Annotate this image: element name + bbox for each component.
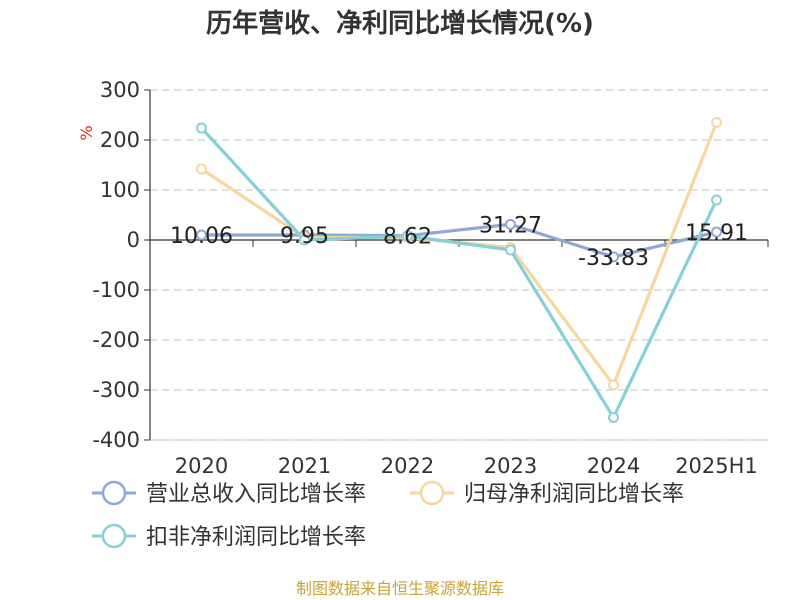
- legend-marker: [419, 480, 445, 506]
- data-point[interactable]: [608, 251, 619, 263]
- legend-label: 营业总收入同比增长率: [146, 482, 366, 507]
- data-label: 9.95: [280, 224, 329, 249]
- data-label: 8.62: [383, 225, 432, 250]
- legend-label: 归母净利润同比增长率: [464, 482, 684, 507]
- axes: 300 200 100 0 -100 -200 -300 -400 2020 2021 2022 20…: [92, 78, 769, 478]
- data-point[interactable]: [299, 234, 310, 246]
- y-tick-label: -100: [92, 278, 140, 302]
- data-point[interactable]: [608, 379, 619, 391]
- y-tick-label: -400: [92, 428, 140, 452]
- legend-label: 扣非净利润同比增长率: [146, 525, 366, 550]
- chart-title: 历年营收、净利同比增长情况(%): [206, 8, 594, 39]
- x-tick-label: 2022: [381, 454, 434, 478]
- x-tick-label: 2020: [175, 454, 228, 478]
- legend-marker: [101, 523, 127, 549]
- data-point[interactable]: [196, 163, 207, 175]
- data-point[interactable]: [402, 230, 413, 242]
- x-tick-label: 2023: [484, 454, 537, 478]
- y-tick-label: 0: [127, 228, 140, 252]
- x-tick-label: 2025H1: [675, 454, 758, 478]
- grid: [150, 89, 768, 441]
- data-label: 10.06: [170, 224, 233, 249]
- data-point[interactable]: [711, 117, 722, 128]
- data-point[interactable]: [196, 229, 207, 241]
- x-tick-label: 2024: [587, 454, 640, 478]
- data-point[interactable]: [711, 194, 722, 206]
- x-tick-label: 2021: [278, 454, 331, 478]
- data-point[interactable]: [505, 218, 516, 230]
- data-label: 15.91: [685, 221, 748, 246]
- series-line: [200, 126, 718, 420]
- source-note: 制图数据来自恒生聚源数据库: [296, 579, 504, 598]
- y-tick-label: -200: [92, 328, 140, 352]
- y-tick-label: 300: [100, 78, 140, 102]
- data-point[interactable]: [711, 226, 722, 238]
- legend-item[interactable]: 扣非净利润同比增长率: [92, 523, 366, 550]
- y-tick-label: 200: [100, 128, 140, 152]
- data-label: 31.27: [479, 213, 542, 238]
- legend-item[interactable]: 营业总收入同比增长率: [92, 480, 366, 507]
- y-axis-unit: %: [77, 125, 96, 140]
- series-line: [201, 222, 717, 259]
- data-label: -33.83: [578, 246, 649, 271]
- y-tick-label: 100: [100, 178, 140, 202]
- data-point[interactable]: [196, 122, 207, 134]
- y-tick-label: -300: [92, 378, 140, 402]
- legend-item[interactable]: 归母净利润同比增长率: [410, 480, 684, 507]
- series-layer: [196, 117, 722, 423]
- data-labels: 10.06 9.95 8.62 31.27 -33.83 15.91: [170, 213, 748, 271]
- data-point[interactable]: [505, 244, 516, 256]
- data-point[interactable]: [608, 412, 619, 423]
- legend-marker: [101, 480, 127, 506]
